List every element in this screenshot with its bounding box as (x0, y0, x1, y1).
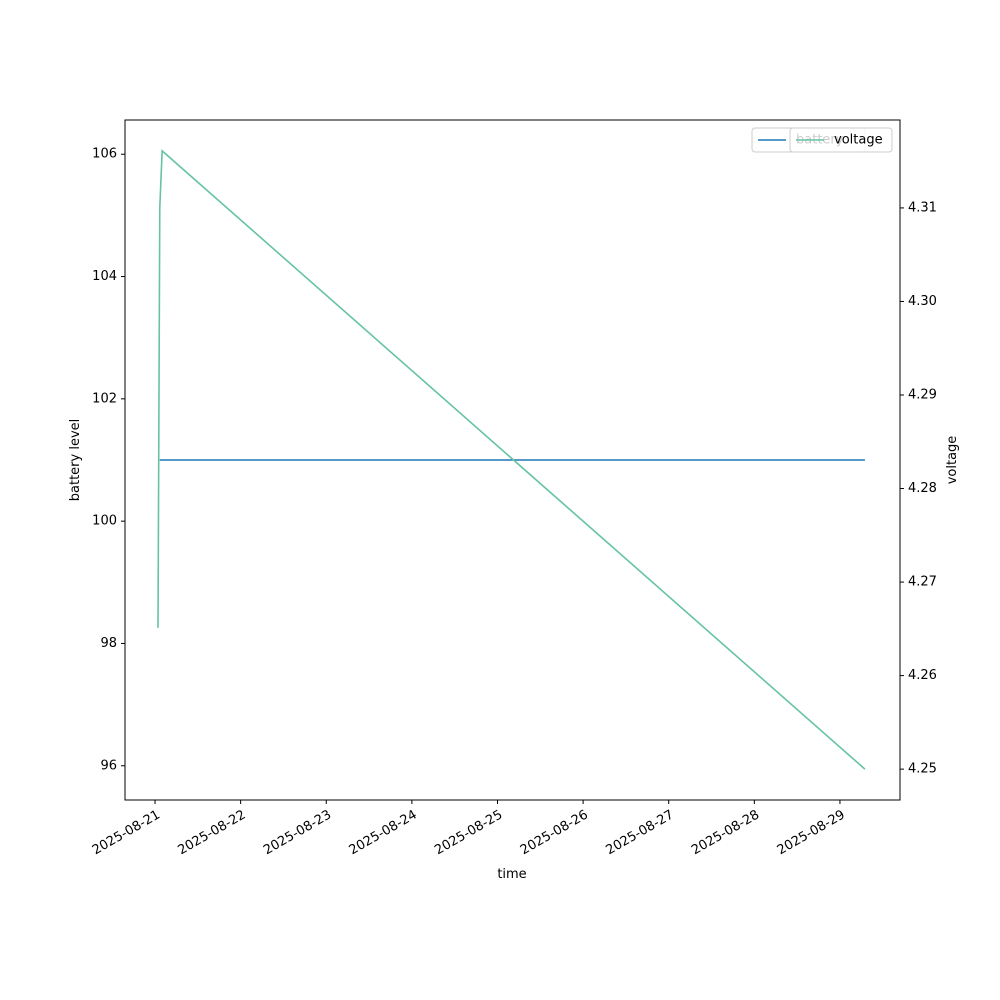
y-axis-label: battery level (68, 419, 83, 502)
y2-tick-label: 4.26 (908, 668, 937, 683)
x-axis-label: time (497, 867, 526, 882)
y-tick-label: 104 (92, 269, 117, 284)
y-tick-label: 100 (92, 514, 117, 529)
y2-tick-label: 4.27 (908, 575, 937, 590)
legend-label: voltage (834, 133, 883, 148)
y2-tick-label: 4.28 (908, 481, 937, 496)
y-tick-label: 96 (100, 758, 117, 773)
y2-tick-label: 4.30 (908, 294, 937, 309)
y-tick-label: 102 (92, 391, 117, 406)
y-tick-label: 106 (92, 147, 117, 162)
y2-axis-label: voltage (945, 436, 960, 485)
y2-tick-label: 4.25 (908, 762, 937, 777)
y2-tick-label: 4.29 (908, 387, 937, 402)
data-line (157, 149, 866, 770)
legend-box (789, 127, 893, 153)
y2-tick-label: 4.31 (908, 200, 937, 215)
y-tick-label: 98 (100, 636, 117, 651)
plot-frame (124, 119, 901, 801)
